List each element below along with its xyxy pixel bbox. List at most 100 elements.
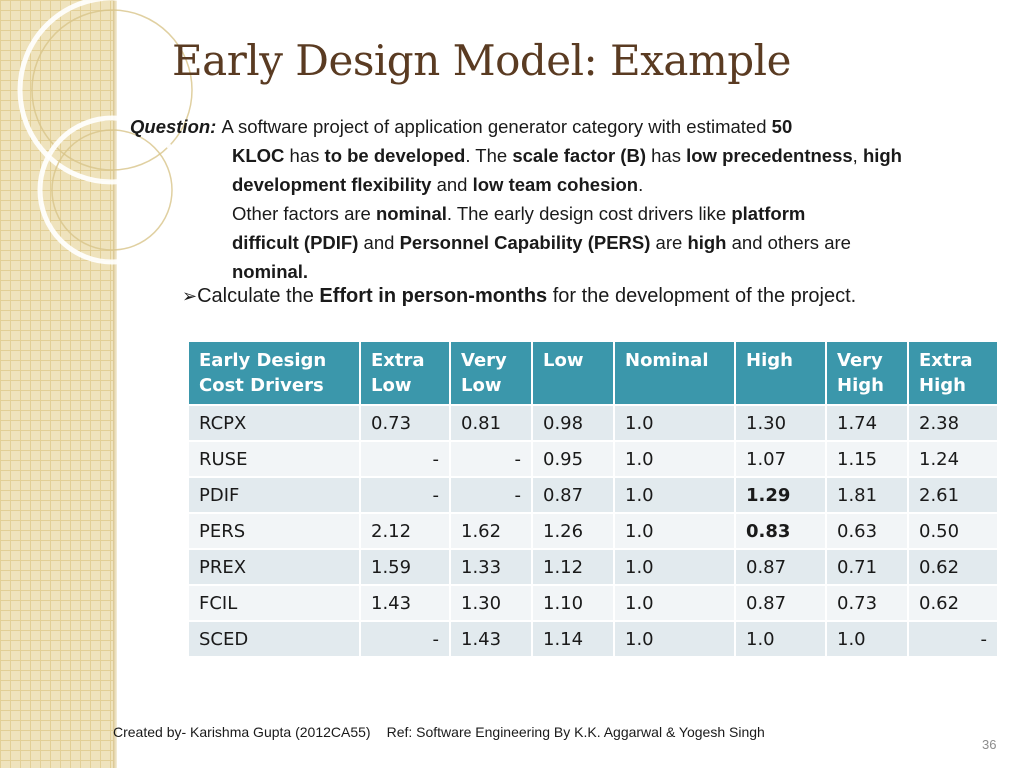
multiplier-cell: 1.81 <box>827 478 907 512</box>
question-line: development flexibility and low team coh… <box>130 170 990 199</box>
multiplier-cell: 2.38 <box>909 406 997 440</box>
question-fragment: scale factor (B) <box>512 145 646 166</box>
multiplier-cell: 0.62 <box>909 586 997 620</box>
column-header-text: Very <box>461 350 507 371</box>
column-header-text: Low <box>461 375 502 396</box>
multiplier-cell: 1.0 <box>615 406 734 440</box>
column-header: Extra High <box>909 342 997 404</box>
table-row: SCED -1.43 1.14 1.0 1.0 1.0- <box>189 622 997 656</box>
multiplier-cell: 1.14 <box>533 622 613 656</box>
driver-name-cell: SCED <box>189 622 359 656</box>
multiplier-cell: 0.98 <box>533 406 613 440</box>
multiplier-cell: 2.61 <box>909 478 997 512</box>
question-fragment: has <box>645 145 687 166</box>
footer: Created by- Karishma Gupta (2012CA55) Ref… <box>113 724 765 740</box>
task-fragment: for the development of the project. <box>547 285 857 307</box>
column-header: Low <box>533 342 613 404</box>
multiplier-cell: - <box>451 442 531 476</box>
question-fragment: . The <box>465 145 513 166</box>
task-bullet: ➢Calculate the Effort in person-months f… <box>182 285 856 308</box>
question-fragment: Personnel Capability (PERS) <box>399 232 651 253</box>
multiplier-cell: 1.43 <box>451 622 531 656</box>
table-row: RUSE - -0.95 1.0 1.07 1.15 1.24 <box>189 442 997 476</box>
question-fragment: development flexibility <box>232 174 432 195</box>
driver-name-cell: PREX <box>189 550 359 584</box>
question-line: difficult (PDIF) and Personnel Capabilit… <box>130 228 990 257</box>
multiplier-cell: 1.0 <box>615 478 734 512</box>
multiplier-cell: 1.12 <box>533 550 613 584</box>
question-fragment: has <box>284 145 325 166</box>
question-fragment: and <box>358 232 400 253</box>
multiplier-cell: 1.0 <box>615 442 734 476</box>
multiplier-cell: 0.87 <box>736 550 825 584</box>
multiplier-cell: 1.30 <box>451 586 531 620</box>
multiplier-cell: 1.15 <box>827 442 907 476</box>
multiplier-cell: 1.0 <box>736 622 825 656</box>
task-fragment: Calculate the <box>197 285 320 307</box>
arrow-bullet-icon: ➢ <box>182 286 198 306</box>
question-fragment: KLOC <box>232 145 285 166</box>
multiplier-cell: 0.95 <box>533 442 613 476</box>
question-line: nominal. <box>130 257 990 286</box>
column-header: Very Low <box>451 342 531 404</box>
column-header: Early Design Cost Drivers <box>189 342 359 404</box>
question-fragment: low precedentness <box>686 145 853 166</box>
footer-created-by: Created by- Karishma Gupta (2012CA55) <box>113 724 371 740</box>
question-fragment: , <box>852 145 863 166</box>
column-header-text: Nominal <box>625 350 709 371</box>
multiplier-cell: 1.10 <box>533 586 613 620</box>
multiplier-cell: 1.30 <box>736 406 825 440</box>
multiplier-cell: - <box>909 622 997 656</box>
multiplier-cell: 1.0 <box>615 514 734 548</box>
question-text: Question: A software project of applicat… <box>130 112 990 286</box>
driver-name-cell: PERS <box>189 514 359 548</box>
multiplier-cell: 0.62 <box>909 550 997 584</box>
table-row: PREX 1.59 1.33 1.12 1.0 0.87 0.71 0.62 <box>189 550 997 584</box>
multiplier-cell: - <box>361 478 449 512</box>
multiplier-cell: 0.63 <box>827 514 907 548</box>
column-header: Nominal <box>615 342 734 404</box>
multiplier-cell: 0.50 <box>909 514 997 548</box>
column-header-text: High <box>919 375 966 396</box>
decorative-sidebar <box>0 0 113 768</box>
question-fragment: platform <box>731 203 806 224</box>
multiplier-cell: 1.29 <box>736 478 825 512</box>
multiplier-cell: 0.83 <box>736 514 825 548</box>
question-label: Question: <box>130 116 222 137</box>
multiplier-cell: 0.73 <box>827 586 907 620</box>
question-fragment: and others are <box>726 232 851 253</box>
question-fragment: nominal <box>375 203 447 224</box>
multiplier-cell: 1.0 <box>827 622 907 656</box>
multiplier-cell: 1.26 <box>533 514 613 548</box>
multiplier-cell: 1.07 <box>736 442 825 476</box>
multiplier-cell: 0.73 <box>361 406 449 440</box>
multiplier-cell: 1.24 <box>909 442 997 476</box>
slide-title: Early Design Model: Example <box>172 36 791 85</box>
column-header: High <box>736 342 825 404</box>
column-header: Extra Low <box>361 342 449 404</box>
column-header-text: High <box>746 350 793 371</box>
column-header-text: Low <box>543 350 584 371</box>
multiplier-cell: - <box>361 442 449 476</box>
multiplier-cell: 0.71 <box>827 550 907 584</box>
question-fragment: low team cohesion <box>472 174 639 195</box>
question-fragment: high <box>687 232 727 253</box>
multiplier-cell: 1.0 <box>615 550 734 584</box>
multiplier-cell: 1.74 <box>827 406 907 440</box>
driver-name-cell: RUSE <box>189 442 359 476</box>
question-fragment: . <box>638 174 644 195</box>
driver-name-cell: FCIL <box>189 586 359 620</box>
table-row: PERS 2.12 1.62 1.26 1.0 0.83 0.63 0.50 <box>189 514 997 548</box>
table-row: FCIL 1.43 1.30 1.10 1.0 0.87 0.73 0.62 <box>189 586 997 620</box>
question-fragment: . The early design cost drivers like <box>446 203 732 224</box>
multiplier-cell: 0.81 <box>451 406 531 440</box>
multiplier-cell: 1.43 <box>361 586 449 620</box>
multiplier-cell: 1.59 <box>361 550 449 584</box>
multiplier-cell: - <box>451 478 531 512</box>
multiplier-cell: 1.62 <box>451 514 531 548</box>
question-fragment: Other factors are <box>232 203 376 224</box>
page-number: 36 <box>982 737 997 752</box>
column-header-text: Extra <box>371 350 425 371</box>
multiplier-cell: 1.0 <box>615 586 734 620</box>
cost-drivers-table: Early Design Cost Drivers Extra Low Very Low L… <box>187 340 999 658</box>
